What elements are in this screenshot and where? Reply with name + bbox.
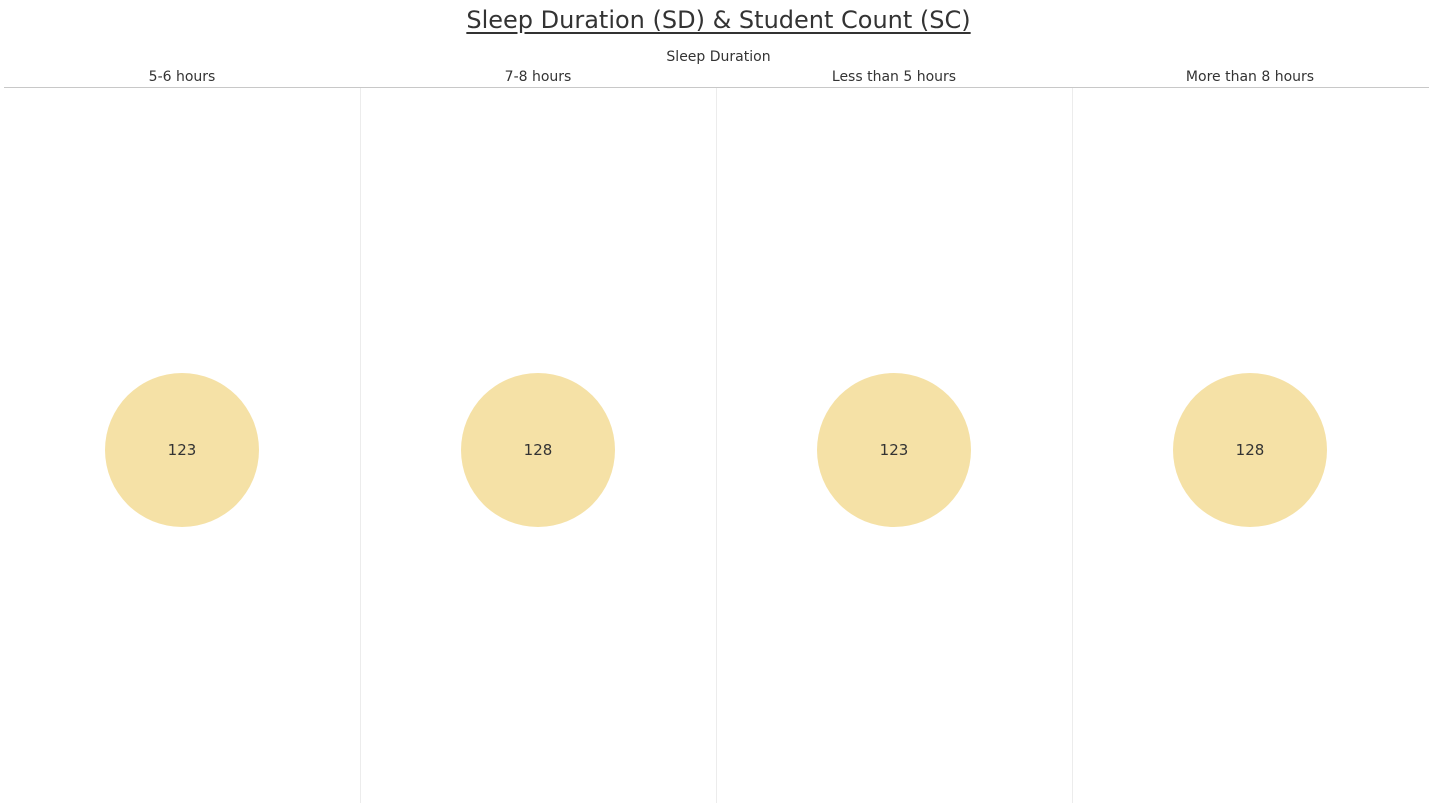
bubble-value-label: 128 xyxy=(1235,441,1265,459)
column-label: Less than 5 hours xyxy=(831,69,957,85)
column-divider xyxy=(716,88,717,803)
column-header-title: Sleep Duration xyxy=(666,49,771,65)
bubble-mark[interactable]: 123 xyxy=(105,373,259,527)
column-divider xyxy=(360,88,361,803)
bubble-value-label: 123 xyxy=(879,441,909,459)
bubble-value-label: 128 xyxy=(523,441,553,459)
bubble-value-label: 123 xyxy=(167,441,197,459)
bubble-mark[interactable]: 128 xyxy=(461,373,615,527)
column-label: More than 8 hours xyxy=(1185,69,1315,85)
bubble-mark[interactable]: 128 xyxy=(1173,373,1327,527)
column-label: 5-6 hours xyxy=(148,69,216,85)
column-label: 7-8 hours xyxy=(504,69,572,85)
header-divider xyxy=(4,87,1429,88)
column-divider xyxy=(1072,88,1073,803)
chart-title: Sleep Duration (SD) & Student Count (SC) xyxy=(466,6,971,34)
bubble-mark[interactable]: 123 xyxy=(817,373,971,527)
